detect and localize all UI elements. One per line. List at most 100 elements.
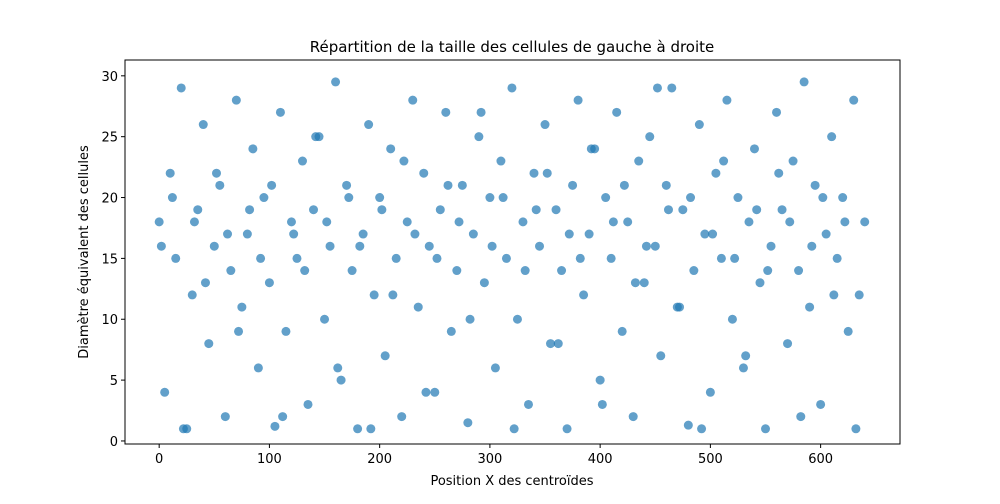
point bbox=[794, 266, 804, 276]
point bbox=[178, 424, 188, 434]
point bbox=[821, 229, 831, 239]
point bbox=[399, 156, 409, 166]
point bbox=[430, 387, 440, 397]
point bbox=[454, 217, 464, 227]
point bbox=[226, 266, 236, 276]
point bbox=[630, 278, 640, 288]
point bbox=[353, 424, 363, 434]
point bbox=[375, 193, 385, 203]
point bbox=[663, 205, 673, 215]
point bbox=[223, 229, 233, 239]
point bbox=[832, 253, 842, 263]
point bbox=[501, 253, 511, 263]
point bbox=[419, 168, 429, 178]
point bbox=[849, 95, 859, 105]
point bbox=[259, 193, 269, 203]
point bbox=[386, 144, 396, 154]
point bbox=[523, 399, 533, 409]
point bbox=[542, 168, 552, 178]
point bbox=[248, 144, 258, 154]
point bbox=[689, 266, 699, 276]
point bbox=[479, 278, 489, 288]
point bbox=[829, 290, 839, 300]
point bbox=[270, 421, 280, 431]
point bbox=[487, 241, 497, 251]
point bbox=[344, 193, 354, 203]
point bbox=[741, 351, 751, 361]
point bbox=[612, 107, 622, 117]
point bbox=[355, 241, 365, 251]
point bbox=[156, 241, 166, 251]
point bbox=[564, 229, 574, 239]
point bbox=[719, 156, 729, 166]
point bbox=[358, 229, 368, 239]
point bbox=[485, 193, 495, 203]
point bbox=[761, 424, 771, 434]
point bbox=[772, 107, 782, 117]
point bbox=[496, 156, 506, 166]
y-tick-label: 20 bbox=[101, 192, 118, 207]
point bbox=[347, 266, 357, 276]
point bbox=[212, 168, 222, 178]
point bbox=[275, 107, 285, 117]
point bbox=[777, 205, 787, 215]
point bbox=[281, 326, 291, 336]
point bbox=[391, 253, 401, 263]
point bbox=[160, 387, 170, 397]
point bbox=[286, 217, 296, 227]
x-tick-label: 500 bbox=[698, 452, 723, 467]
point bbox=[292, 253, 302, 263]
point bbox=[154, 217, 164, 227]
point bbox=[512, 314, 522, 324]
plot-frame bbox=[124, 59, 901, 445]
point bbox=[309, 205, 319, 215]
point bbox=[189, 217, 199, 227]
point bbox=[730, 253, 740, 263]
point bbox=[234, 326, 244, 336]
point bbox=[650, 241, 660, 251]
point bbox=[584, 229, 594, 239]
point bbox=[595, 375, 605, 385]
point bbox=[322, 217, 332, 227]
point bbox=[860, 217, 870, 227]
point bbox=[608, 217, 618, 227]
point bbox=[597, 399, 607, 409]
point bbox=[606, 253, 616, 263]
point bbox=[700, 229, 710, 239]
point bbox=[171, 253, 181, 263]
point bbox=[838, 193, 848, 203]
point bbox=[509, 424, 519, 434]
point bbox=[711, 168, 721, 178]
y-tick-label: 10 bbox=[101, 313, 118, 328]
point bbox=[369, 290, 379, 300]
point bbox=[840, 217, 850, 227]
point bbox=[749, 144, 759, 154]
point bbox=[843, 326, 853, 336]
point bbox=[256, 253, 266, 263]
point bbox=[827, 132, 837, 142]
point bbox=[474, 132, 484, 142]
point bbox=[774, 168, 784, 178]
point bbox=[424, 241, 434, 251]
point bbox=[738, 363, 748, 373]
point bbox=[796, 412, 806, 422]
x-tick-label: 200 bbox=[367, 452, 392, 467]
point bbox=[209, 241, 219, 251]
point bbox=[325, 241, 335, 251]
point bbox=[752, 205, 762, 215]
point bbox=[639, 278, 649, 288]
point bbox=[529, 168, 539, 178]
point bbox=[490, 363, 500, 373]
point bbox=[476, 107, 486, 117]
y-tick-label: 25 bbox=[101, 131, 118, 146]
point bbox=[204, 339, 214, 349]
point bbox=[331, 77, 341, 87]
point bbox=[465, 314, 475, 324]
point bbox=[540, 120, 550, 130]
point bbox=[231, 95, 241, 105]
point bbox=[783, 339, 793, 349]
point bbox=[851, 424, 861, 434]
point bbox=[799, 77, 809, 87]
x-tick-label: 400 bbox=[588, 452, 613, 467]
point bbox=[278, 412, 288, 422]
